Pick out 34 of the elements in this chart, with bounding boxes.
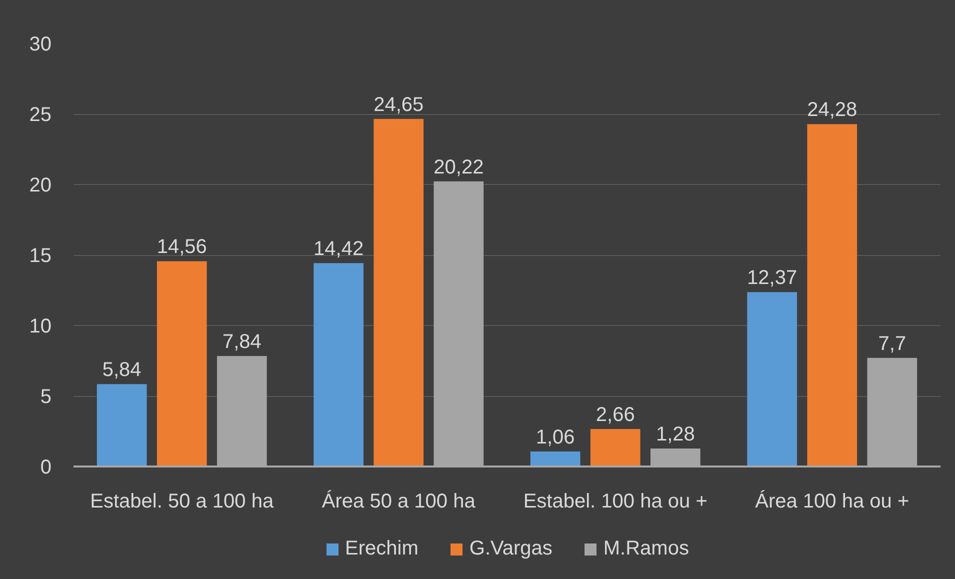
bar [807, 124, 858, 466]
y-tick-label: 20 [29, 174, 52, 196]
x-tick-label: Estabel. 50 a 100 ha [90, 490, 274, 512]
data-label: 24,28 [807, 99, 858, 122]
y-tick-label: 0 [40, 456, 52, 478]
legend-label: Erechim [345, 538, 418, 560]
bar [96, 384, 147, 466]
data-label: 14,56 [156, 236, 207, 258]
x-tick-label: Área 100 ha ou + [755, 490, 910, 512]
data-label: 24,65 [374, 94, 424, 116]
data-label: 7,84 [222, 330, 262, 353]
y-tick-label: 10 [29, 316, 52, 338]
y-tick-label: 25 [29, 104, 52, 126]
bar [314, 263, 364, 466]
x-tick-label: Estabel. 100 ha ou + [523, 490, 708, 512]
y-tick-label: 5 [40, 386, 52, 408]
data-label: 14,42 [314, 238, 364, 260]
data-label: 1,28 [656, 423, 695, 446]
legend-label: M.Ramos [603, 538, 689, 560]
data-label: 5,84 [102, 359, 142, 382]
bar [590, 428, 640, 466]
bar [747, 292, 798, 466]
bar [530, 452, 580, 466]
legend-label: G.Vargas [469, 538, 552, 560]
bar [156, 261, 207, 466]
x-tick-label: Área 50 a 100 ha [322, 490, 476, 512]
y-tick-label: 15 [29, 245, 52, 267]
data-label: 1,06 [536, 426, 575, 449]
y-tick-label: 30 [29, 34, 52, 56]
bar [374, 118, 424, 466]
data-label: 2,66 [596, 404, 635, 426]
data-label: 20,22 [434, 156, 484, 178]
data-label: 7,7 [878, 332, 906, 355]
data-label: 12,37 [747, 267, 798, 290]
